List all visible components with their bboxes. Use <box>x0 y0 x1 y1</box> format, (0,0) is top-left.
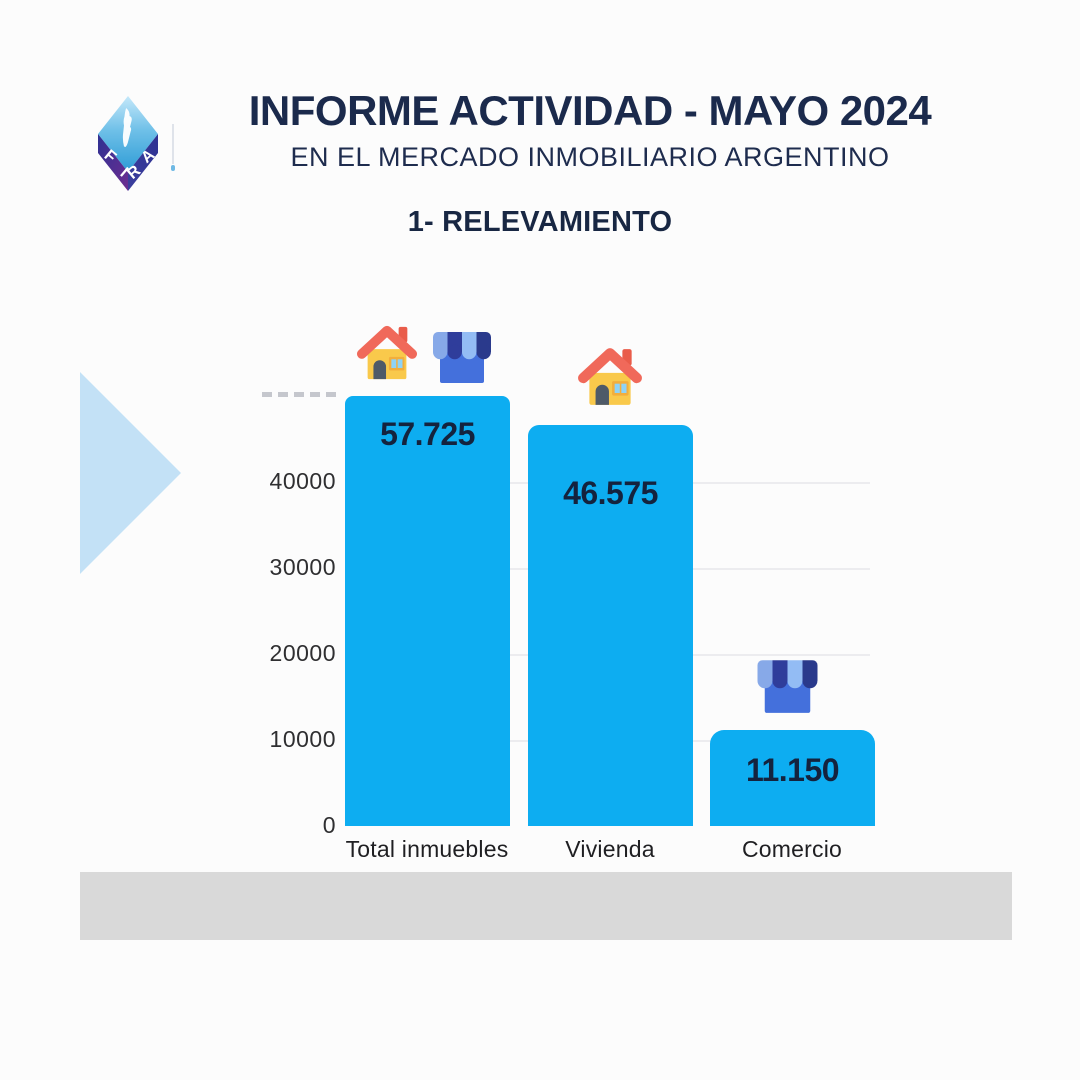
y-axis-tick-label: 10000 <box>269 726 336 752</box>
logo-divider-dot <box>171 165 175 171</box>
y-axis-tick-label: 20000 <box>269 640 336 666</box>
house-icon <box>356 322 418 384</box>
decorative-triangle <box>80 372 181 574</box>
house-icon <box>577 344 643 410</box>
page-title: INFORME ACTIVIDAD - MAYO 2024 <box>248 87 932 134</box>
bar-value-label: 57.725 <box>380 416 475 452</box>
bar-value-label: 46.575 <box>563 475 658 511</box>
header: INFORME ACTIVIDAD - MAYO 2024 EN EL MERC… <box>180 87 1000 173</box>
y-axis-tick-label: 0 <box>322 812 336 838</box>
clipped-axis-dashes <box>262 392 336 397</box>
fira-logo: F I R A <box>95 92 161 194</box>
footer-bar <box>80 872 1012 940</box>
x-axis-label-total-inmuebles: Total inmuebles <box>345 836 509 862</box>
logo-divider <box>172 124 174 164</box>
bar-comercio: 11.150 <box>710 730 875 826</box>
x-axis-label-comercio: Comercio <box>741 836 842 862</box>
argentina-map-silhouette <box>122 108 132 147</box>
x-axis-label-vivienda: Vivienda <box>565 836 655 862</box>
y-axis-tick-label: 30000 <box>269 554 336 580</box>
bar-value-label: 11.150 <box>745 752 840 788</box>
fira-cube-logo-graphic: F I R A <box>98 96 158 191</box>
page-subtitle: EN EL MERCADO INMOBILIARIO ARGENTINO <box>290 142 890 173</box>
store-icon <box>430 327 494 385</box>
store-icon <box>754 655 821 715</box>
bar-total-inmuebles: 57.725 <box>345 396 510 826</box>
bar-vivienda: 46.575 <box>528 425 693 826</box>
section-title: 1- RELEVAMIENTO <box>407 206 673 238</box>
y-axis-tick-label: 40000 <box>269 468 336 494</box>
